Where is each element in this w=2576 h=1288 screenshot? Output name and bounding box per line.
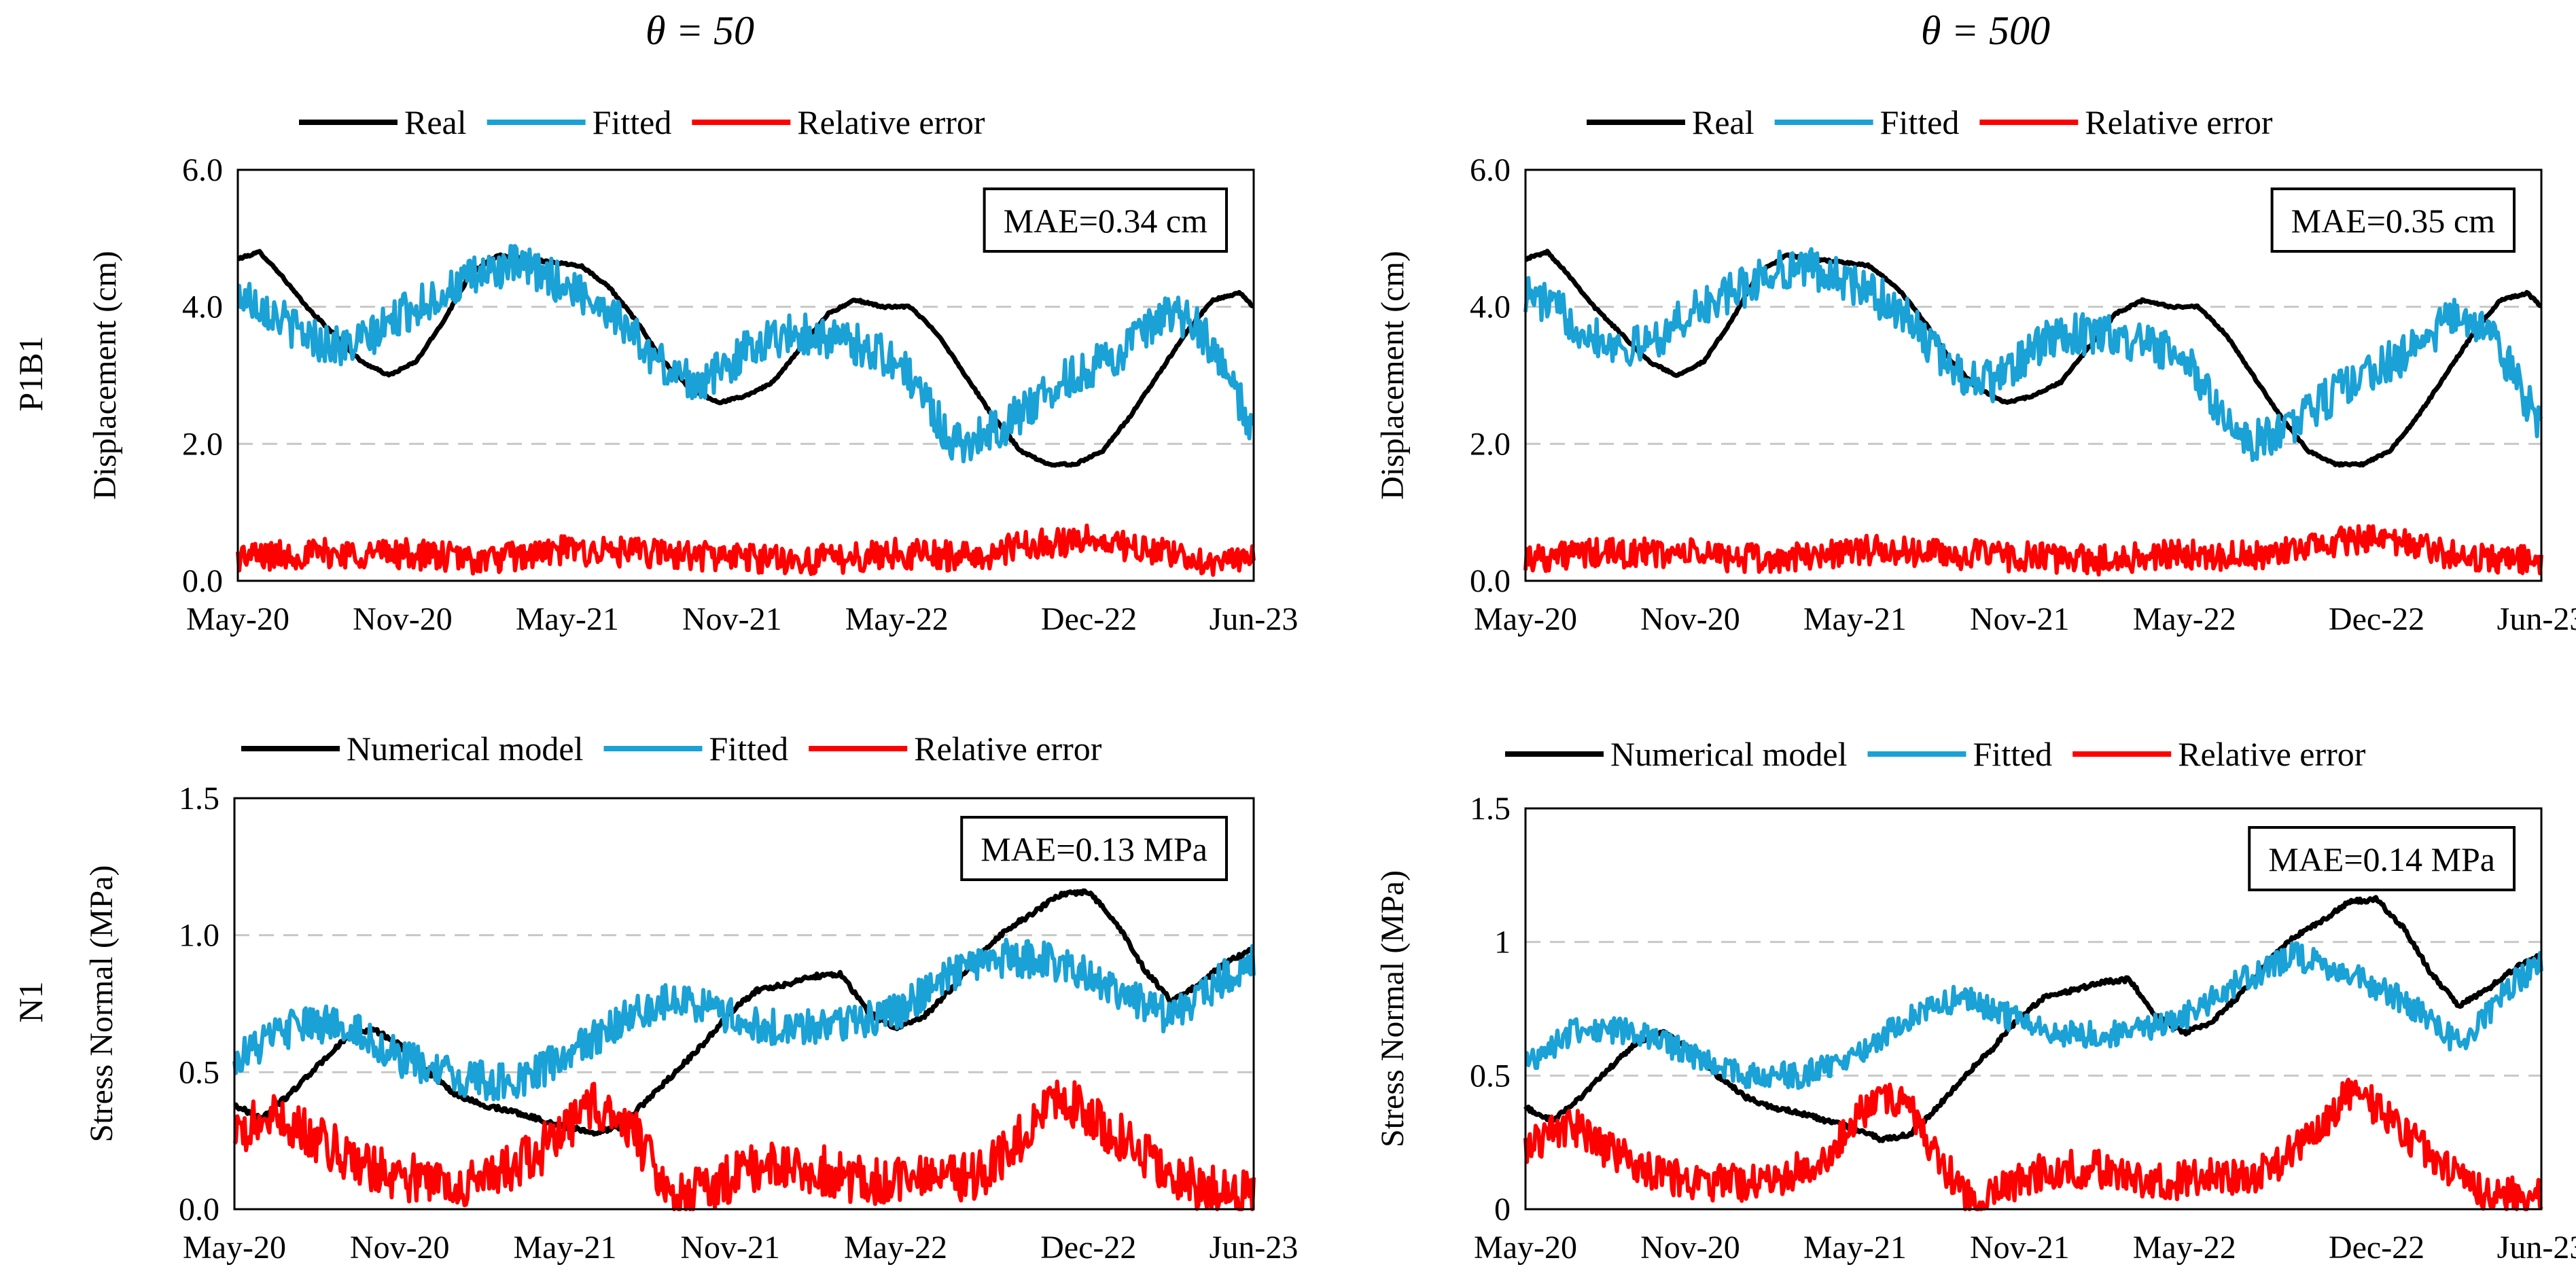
x-tick-label-jun-23: Jun-23	[1210, 601, 1299, 637]
legend-label-real: Real	[1692, 103, 1754, 141]
x-tick-label-dec-22: Dec-22	[2329, 601, 2424, 637]
mae-annotation: MAE=0.13 MPa	[981, 830, 1207, 868]
legend-label-fitted: Fitted	[1973, 735, 2053, 773]
series-line-fitted	[232, 937, 1256, 1102]
y-tick-label-0: 0.0	[182, 563, 223, 599]
x-tick-label-jun-23: Jun-23	[1210, 1230, 1299, 1266]
mae-annotation: MAE=0.34 cm	[1004, 202, 1207, 240]
legend-label-real: Real	[404, 103, 467, 141]
legend-label-numerical-model: Numerical model	[347, 730, 584, 768]
mae-annotation: MAE=0.35 cm	[2291, 202, 2495, 240]
mae-box	[2248, 826, 2516, 891]
chart-stress-theta-500: 0 0.5 1 1.5 May-20 Nov-20 May-21 Nov-21 May-22 De…	[1375, 735, 2576, 1266]
y-tick-label-3: 6.0	[182, 152, 223, 188]
column-title-theta-500: θ = 500	[1921, 8, 2050, 53]
legend-label-fitted: Fitted	[593, 103, 672, 141]
x-tick-label-nov-20: Nov-20	[353, 601, 453, 637]
x-tick-label-may-21: May-21	[516, 601, 619, 637]
y-tick-label-0: 0.0	[179, 1192, 219, 1228]
y-tick-label-2: 1	[1494, 925, 1511, 961]
chart-displacement-theta-50: 0.0 2.0 4.0 6.0 May-20 Nov-20 May-21 Nov-21 May-…	[87, 103, 1298, 637]
x-tick-label-may-21: May-21	[1803, 601, 1907, 637]
legend-label-relative-error: Relative error	[914, 730, 1102, 768]
y-axis-title: Displacement (cm)	[87, 251, 123, 500]
x-tick-label-dec-22: Dec-22	[1040, 1230, 1136, 1266]
x-tick-label-jun-23: Jun-23	[2497, 601, 2576, 637]
series-line-real	[236, 249, 1255, 468]
y-axis-title: Displacement (cm)	[1375, 251, 1411, 500]
x-tick-label-may-20: May-20	[186, 601, 289, 637]
legend-label-fitted: Fitted	[1880, 103, 1960, 141]
y-tick-label-3: 1.5	[179, 781, 219, 817]
x-tick-label-dec-22: Dec-22	[1041, 601, 1137, 637]
mae-annotation: MAE=0.14 MPa	[2268, 840, 2495, 878]
mae-box	[2270, 187, 2516, 253]
x-tick-label-may-20: May-20	[1474, 1230, 1577, 1266]
series-line-fitted	[236, 244, 1255, 464]
plot-frame	[236, 168, 1255, 582]
x-tick-label-nov-20: Nov-20	[350, 1230, 450, 1266]
series-line-fitted	[1523, 247, 2543, 463]
x-tick-label-jun-23: Jun-23	[2497, 1230, 2576, 1266]
legend-label-relative-error: Relative error	[797, 103, 985, 141]
x-tick-label-may-22: May-22	[844, 1230, 947, 1266]
x-tick-label-may-21: May-21	[1803, 1230, 1907, 1266]
x-tick-label-nov-21: Nov-21	[1970, 1230, 2070, 1266]
series-line-real	[1524, 249, 2543, 468]
x-tick-label-may-22: May-22	[845, 601, 949, 637]
row-label-p1b1: P1B1	[12, 336, 50, 411]
y-tick-label-1: 0.5	[1470, 1058, 1511, 1094]
x-tick-label-nov-21: Nov-21	[1970, 601, 2070, 637]
x-tick-label-nov-21: Nov-21	[682, 601, 782, 637]
y-tick-label-0: 0	[1494, 1192, 1511, 1228]
legend-label-numerical-model: Numerical model	[1610, 735, 1848, 773]
chart-stress-theta-50: 0.0 0.5 1.0 1.5 May-20 Nov-20 May-21 Nov-21 May-…	[84, 730, 1298, 1266]
y-tick-label-1: 2.0	[1470, 426, 1511, 462]
y-tick-label-2: 4.0	[182, 289, 223, 325]
x-tick-label-nov-20: Nov-20	[1640, 1230, 1740, 1266]
series-line-relative-error	[1523, 1077, 2543, 1211]
series-line-relative-error	[232, 1079, 1256, 1211]
y-tick-label-3: 1.5	[1470, 791, 1511, 827]
legend-label-relative-error: Relative error	[2085, 103, 2273, 141]
chart-displacement-theta-500: 0.0 2.0 4.0 6.0 May-20 Nov-20 May-21 Nov-21 May-…	[1375, 103, 2576, 637]
plot-frame	[1524, 168, 2543, 582]
y-axis-title: Stress Normal (MPa)	[1375, 870, 1411, 1147]
y-tick-label-2: 1.0	[179, 918, 219, 954]
row-label-n1: N1	[12, 981, 50, 1022]
mae-box	[960, 816, 1228, 881]
column-title-theta-50: θ = 50	[646, 8, 754, 53]
x-tick-label-may-22: May-22	[2133, 601, 2236, 637]
x-tick-label-may-21: May-21	[514, 1230, 617, 1266]
legend-label-fitted: Fitted	[709, 730, 789, 768]
y-tick-label-3: 6.0	[1470, 152, 1511, 188]
plot-frame	[1524, 807, 2543, 1211]
plot-frame	[233, 797, 1255, 1211]
series-line-relative-error	[1523, 524, 2543, 577]
y-tick-label-2: 4.0	[1470, 289, 1511, 325]
y-tick-label-0: 0.0	[1470, 563, 1511, 599]
y-tick-label-1: 0.5	[179, 1054, 219, 1090]
y-axis-title: Stress Normal (MPa)	[84, 865, 120, 1143]
x-tick-label-nov-21: Nov-21	[680, 1230, 780, 1266]
x-tick-label-nov-20: Nov-20	[1640, 601, 1740, 637]
x-tick-label-may-20: May-20	[1474, 601, 1577, 637]
x-tick-label-may-22: May-22	[2133, 1230, 2236, 1266]
legend-label-relative-error: Relative error	[2178, 735, 2366, 773]
x-tick-label-may-20: May-20	[183, 1230, 286, 1266]
y-tick-label-1: 2.0	[182, 426, 223, 462]
mae-box	[983, 187, 1228, 253]
series-line-fitted	[1524, 942, 2543, 1090]
series-line-relative-error	[236, 523, 1256, 577]
x-tick-label-dec-22: Dec-22	[2329, 1230, 2424, 1266]
